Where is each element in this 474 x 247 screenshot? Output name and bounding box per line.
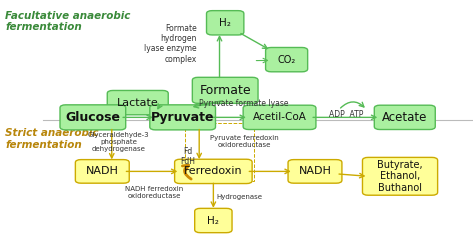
- Text: CO₂: CO₂: [277, 55, 296, 65]
- Text: Pyruvate: Pyruvate: [151, 111, 214, 124]
- FancyBboxPatch shape: [60, 105, 126, 130]
- Text: NADH: NADH: [86, 166, 119, 176]
- Text: Formate: Formate: [200, 84, 251, 97]
- FancyBboxPatch shape: [243, 105, 316, 129]
- Text: ADP  ATP: ADP ATP: [329, 110, 364, 119]
- Text: H₂: H₂: [219, 18, 231, 28]
- FancyBboxPatch shape: [265, 47, 308, 72]
- Text: Pyruvate ferredoxin
oxidoreductase: Pyruvate ferredoxin oxidoreductase: [210, 135, 278, 147]
- Text: Acetate: Acetate: [382, 111, 428, 124]
- FancyBboxPatch shape: [195, 208, 232, 233]
- Text: Fd
FdH: Fd FdH: [180, 147, 195, 166]
- Text: Lactate: Lactate: [117, 98, 159, 108]
- Text: Glyceraldehyde-3
phosphate
dehydrogenase: Glyceraldehyde-3 phosphate dehydrogenase: [88, 132, 150, 152]
- Text: NADH ferredoxin
oxidoreductase: NADH ferredoxin oxidoreductase: [125, 186, 183, 199]
- Text: Pyruvate formate lyase: Pyruvate formate lyase: [200, 99, 289, 107]
- Text: Hydrogenase: Hydrogenase: [216, 194, 263, 200]
- FancyBboxPatch shape: [174, 159, 252, 184]
- Text: Acetil-CoA: Acetil-CoA: [253, 112, 307, 122]
- FancyBboxPatch shape: [363, 157, 438, 195]
- Text: NADH: NADH: [299, 166, 331, 176]
- Text: Butyrate,
Ethanol,
Buthanol: Butyrate, Ethanol, Buthanol: [377, 160, 423, 193]
- FancyBboxPatch shape: [207, 11, 244, 35]
- Text: Formate
hydrogen
lyase enzyme
complex: Formate hydrogen lyase enzyme complex: [144, 23, 197, 64]
- FancyBboxPatch shape: [192, 77, 258, 103]
- Text: Strict anaerobic
fermentation: Strict anaerobic fermentation: [5, 128, 99, 150]
- Text: Facultative anaerobic
fermentation: Facultative anaerobic fermentation: [5, 11, 131, 32]
- Text: H₂: H₂: [208, 216, 219, 226]
- FancyBboxPatch shape: [288, 160, 342, 183]
- FancyBboxPatch shape: [107, 90, 168, 115]
- FancyBboxPatch shape: [374, 105, 435, 129]
- FancyBboxPatch shape: [150, 105, 216, 130]
- Text: Glucose: Glucose: [65, 111, 120, 124]
- FancyBboxPatch shape: [75, 160, 129, 183]
- Text: Ferredoxin: Ferredoxin: [184, 166, 243, 176]
